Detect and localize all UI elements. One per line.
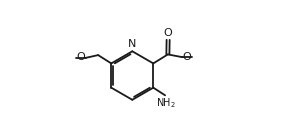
Text: O: O [183,52,192,62]
Text: NH$_2$: NH$_2$ [156,97,176,110]
Text: N: N [128,39,137,49]
Text: O: O [76,52,85,62]
Text: O: O [164,28,172,38]
